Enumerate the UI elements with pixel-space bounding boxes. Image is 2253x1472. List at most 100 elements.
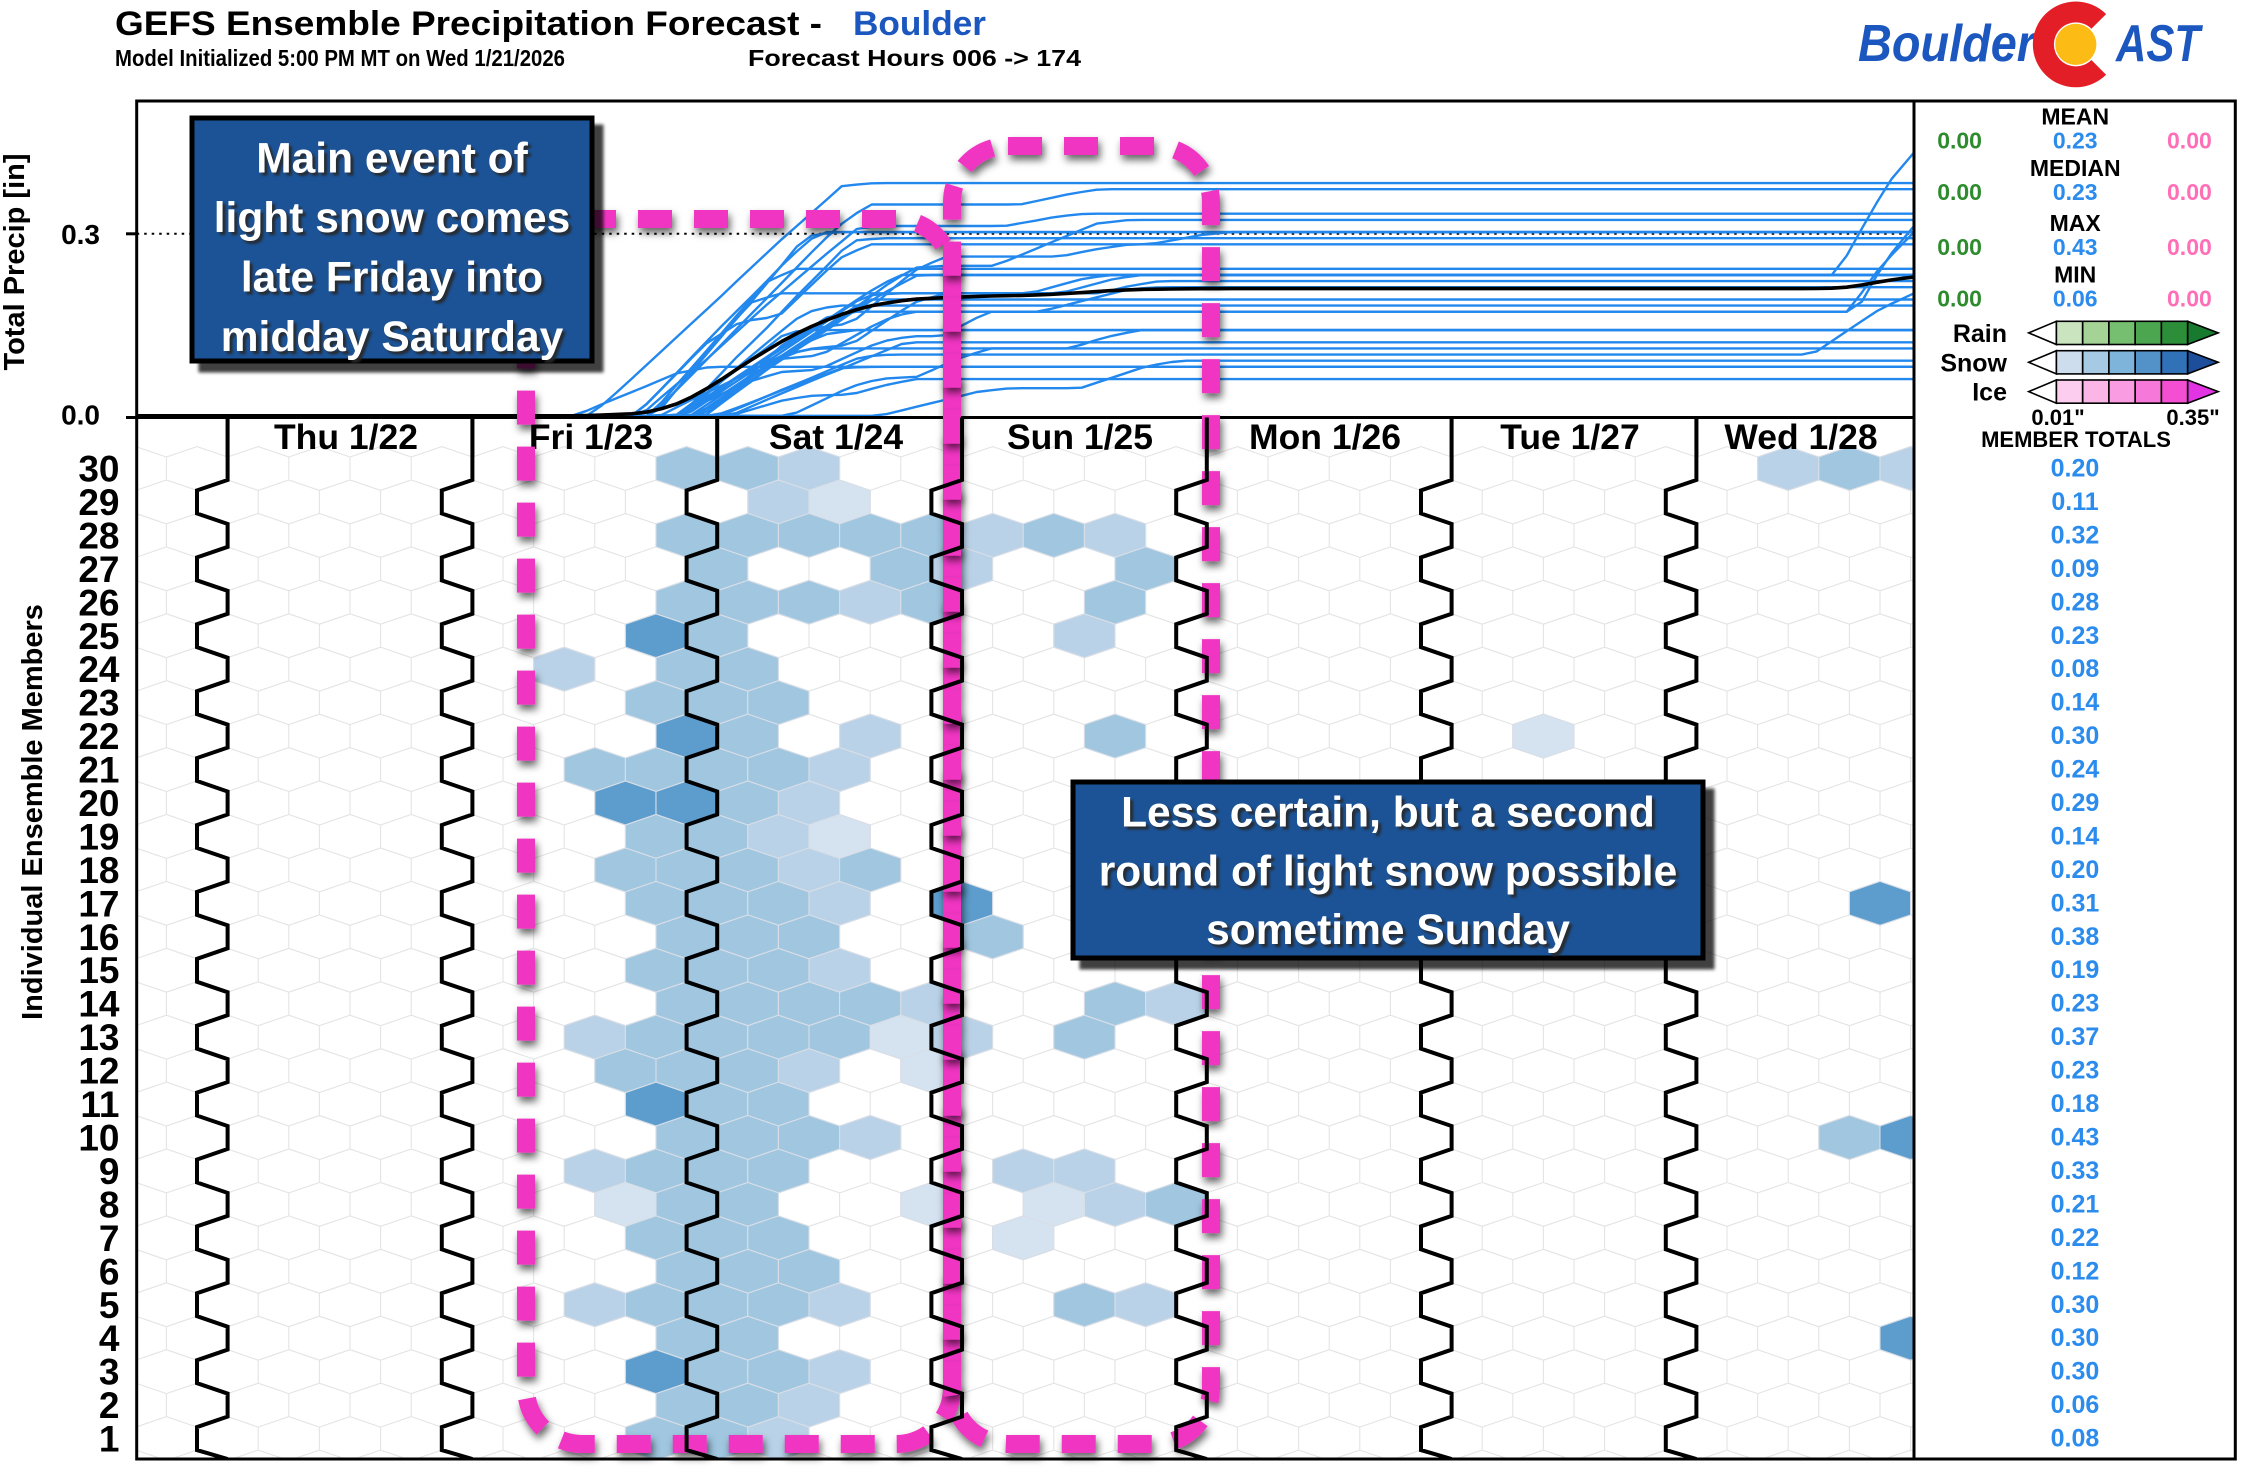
svg-text:0.30: 0.30 (2051, 722, 2100, 750)
svg-text:16: 16 (78, 917, 119, 958)
svg-text:0.19: 0.19 (2051, 956, 2100, 984)
svg-text:light snow comes: light snow comes (214, 195, 571, 242)
svg-text:12: 12 (78, 1051, 119, 1092)
svg-text:0.24: 0.24 (2051, 756, 2100, 784)
svg-text:0.00: 0.00 (2167, 286, 2212, 312)
svg-text:29: 29 (78, 482, 119, 523)
svg-text:7: 7 (99, 1218, 120, 1259)
svg-text:Thu 1/22: Thu 1/22 (274, 417, 418, 457)
svg-text:0.09: 0.09 (2051, 555, 2100, 583)
svg-text:0.23: 0.23 (2051, 990, 2100, 1018)
svg-text:0.23: 0.23 (2053, 179, 2098, 205)
svg-text:17: 17 (78, 883, 119, 924)
svg-text:0.21: 0.21 (2051, 1190, 2100, 1218)
svg-text:0.11: 0.11 (2051, 488, 2098, 516)
svg-text:Total Precip [in]: Total Precip [in] (0, 154, 31, 371)
svg-text:0.22: 0.22 (2051, 1224, 2100, 1252)
svg-text:MIN: MIN (2054, 262, 2096, 288)
svg-text:GEFS Ensemble Precipitation Fo: GEFS Ensemble Precipitation Forecast - (115, 5, 822, 43)
svg-text:0.37: 0.37 (2051, 1023, 2100, 1051)
svg-text:0.18: 0.18 (2051, 1090, 2100, 1118)
svg-text:0.23: 0.23 (2051, 1057, 2100, 1085)
svg-text:0.35": 0.35" (2166, 405, 2219, 430)
svg-text:0.3: 0.3 (61, 219, 100, 250)
svg-text:0.12: 0.12 (2051, 1257, 2100, 1285)
svg-text:30: 30 (78, 449, 119, 490)
svg-text:0.06: 0.06 (2053, 286, 2098, 312)
svg-text:0.43: 0.43 (2051, 1124, 2100, 1152)
svg-text:26: 26 (78, 582, 119, 623)
svg-text:0.32: 0.32 (2051, 521, 2100, 549)
svg-text:0.30: 0.30 (2051, 1324, 2100, 1352)
svg-text:21: 21 (78, 750, 119, 791)
svg-text:Sun 1/25: Sun 1/25 (1007, 417, 1153, 457)
svg-text:9: 9 (99, 1151, 120, 1192)
svg-text:0.30: 0.30 (2051, 1358, 2100, 1386)
svg-text:28: 28 (78, 515, 119, 556)
svg-text:Wed 1/28: Wed 1/28 (1724, 417, 1877, 457)
svg-text:AST: AST (2114, 15, 2203, 73)
svg-text:0.38: 0.38 (2051, 923, 2100, 951)
svg-text:0.14: 0.14 (2051, 689, 2100, 717)
svg-text:sometime Sunday: sometime Sunday (1206, 907, 1570, 954)
svg-text:0.00: 0.00 (2167, 128, 2212, 154)
svg-text:0.00: 0.00 (2167, 234, 2212, 260)
svg-text:27: 27 (78, 549, 119, 590)
svg-text:round of light snow possible: round of light snow possible (1099, 848, 1677, 895)
svg-text:0.29: 0.29 (2051, 789, 2100, 817)
svg-text:25: 25 (78, 616, 119, 657)
svg-text:0.20: 0.20 (2051, 856, 2100, 884)
svg-text:18: 18 (78, 850, 119, 891)
svg-text:0.00: 0.00 (1937, 179, 1982, 205)
svg-text:0.28: 0.28 (2051, 588, 2100, 616)
svg-text:0.31: 0.31 (2051, 889, 2100, 917)
svg-text:Boulder: Boulder (1858, 15, 2037, 73)
svg-text:0.00: 0.00 (1937, 234, 1982, 260)
svg-text:19: 19 (78, 817, 119, 858)
svg-text:11: 11 (80, 1084, 119, 1125)
svg-text:0.23: 0.23 (2053, 128, 2098, 154)
svg-text:late Friday into: late Friday into (241, 255, 543, 302)
svg-text:13: 13 (78, 1017, 119, 1058)
svg-text:0.14: 0.14 (2051, 823, 2100, 851)
svg-text:14: 14 (78, 984, 120, 1025)
svg-text:Main event of: Main event of (256, 136, 528, 183)
svg-text:Mon 1/26: Mon 1/26 (1249, 417, 1401, 457)
svg-text:10: 10 (78, 1118, 119, 1159)
svg-text:Less certain, but a second: Less certain, but a second (1121, 790, 1655, 837)
svg-text:0.06: 0.06 (2051, 1391, 2100, 1419)
svg-text:0.00: 0.00 (1937, 128, 1982, 154)
svg-text:8: 8 (99, 1184, 120, 1225)
svg-text:Model Initialized 5:00 PM MT o: Model Initialized 5:00 PM MT on Wed 1/21… (115, 45, 565, 71)
svg-text:20: 20 (78, 783, 119, 824)
svg-text:MEAN: MEAN (2041, 104, 2109, 130)
svg-text:0.33: 0.33 (2051, 1157, 2100, 1185)
svg-text:22: 22 (78, 716, 119, 757)
svg-text:0.00: 0.00 (1937, 286, 1982, 312)
svg-text:MEMBER TOTALS: MEMBER TOTALS (1981, 427, 2171, 452)
svg-text:6: 6 (99, 1251, 120, 1292)
svg-text:MEDIAN: MEDIAN (2030, 155, 2121, 181)
svg-text:Fri 1/23: Fri 1/23 (529, 417, 653, 457)
svg-text:Forecast Hours 006 -> 174: Forecast Hours 006 -> 174 (748, 45, 1081, 71)
svg-text:2: 2 (99, 1385, 120, 1426)
svg-text:24: 24 (78, 649, 120, 690)
svg-text:0.01": 0.01" (2031, 405, 2084, 430)
svg-text:Ice: Ice (1972, 379, 2007, 407)
svg-text:4: 4 (99, 1318, 120, 1359)
svg-text:0.43: 0.43 (2053, 234, 2098, 260)
svg-text:5: 5 (99, 1285, 120, 1326)
svg-text:Tue 1/27: Tue 1/27 (1500, 417, 1639, 457)
svg-text:0.30: 0.30 (2051, 1291, 2100, 1319)
svg-text:midday Saturday: midday Saturday (221, 314, 564, 361)
svg-text:0.23: 0.23 (2051, 622, 2100, 650)
svg-text:15: 15 (78, 950, 119, 991)
svg-text:Sat 1/24: Sat 1/24 (769, 417, 903, 457)
svg-text:Individual Ensemble Members: Individual Ensemble Members (17, 604, 49, 1020)
svg-text:0.08: 0.08 (2051, 1425, 2100, 1453)
svg-text:Boulder: Boulder (853, 5, 986, 43)
svg-text:0.0: 0.0 (61, 400, 100, 431)
svg-text:3: 3 (99, 1352, 120, 1393)
svg-text:Snow: Snow (1940, 349, 2007, 377)
svg-text:0.08: 0.08 (2051, 655, 2100, 683)
